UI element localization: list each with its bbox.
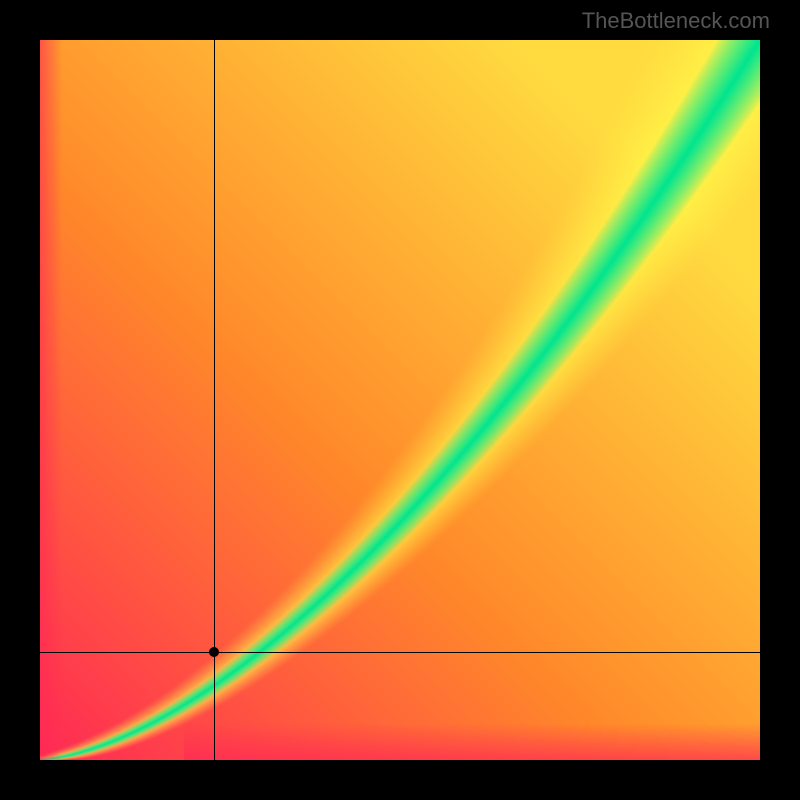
crosshair-horizontal — [40, 652, 760, 653]
watermark-text: TheBottleneck.com — [582, 8, 770, 34]
bottleneck-heatmap — [40, 40, 760, 760]
marker-dot — [209, 647, 219, 657]
